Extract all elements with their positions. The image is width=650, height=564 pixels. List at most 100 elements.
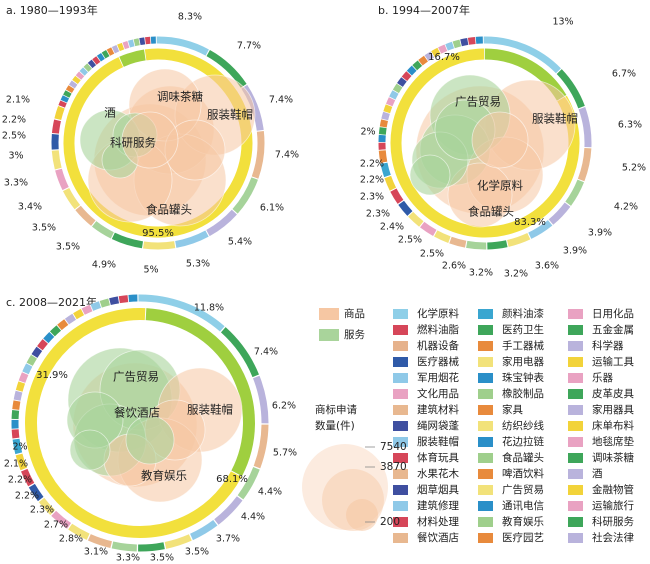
legend-category-swatch <box>478 469 493 479</box>
legend-category-label: 材料处理 <box>417 515 459 528</box>
bubble-label: 服装鞋帽 <box>207 108 253 122</box>
legend-category-label: 手工器械 <box>502 339 544 352</box>
inner-ring-services <box>145 308 255 477</box>
outer-ring-segment <box>381 111 390 121</box>
outer-ring-segment <box>128 39 135 48</box>
outer-ring-percent-label: 2.3% <box>366 209 390 220</box>
outer-ring-segment <box>38 497 56 515</box>
legend-category-swatch <box>478 453 493 463</box>
legend-category-label: 燃料油脂 <box>417 323 459 336</box>
outer-ring-percent-label: 2.4% <box>380 222 404 233</box>
outer-ring <box>378 36 592 250</box>
outer-ring-segment <box>54 106 65 121</box>
bubble-label: 广告贸易 <box>113 370 159 384</box>
legend-category-label: 军用烟花 <box>417 371 459 384</box>
legend-category-swatch <box>393 341 408 351</box>
outer-ring-segment <box>190 519 218 541</box>
outer-ring-segment <box>253 424 269 469</box>
legend-category-swatch <box>393 437 408 447</box>
outer-ring-segment <box>578 106 592 148</box>
outer-ring-percent-label: 3.3% <box>116 553 140 564</box>
outer-ring-percent-label: 5.2% <box>622 163 646 174</box>
outer-ring-segment <box>13 390 23 401</box>
outer-ring-segment <box>49 325 62 337</box>
legend-category-swatch <box>568 485 583 495</box>
outer-ring-segment <box>57 319 69 331</box>
legend-category-label: 家用电器 <box>502 355 544 368</box>
outer-ring-percent-label: 6.2% <box>272 401 296 412</box>
legend-category-label: 教育娱乐 <box>502 515 544 528</box>
outer-ring-percent-label: 2.2% <box>15 491 39 502</box>
outer-ring-percent-label: 7.7% <box>237 41 261 52</box>
outer-ring-segment <box>548 202 571 225</box>
outer-ring-percent-label: 3.6% <box>535 261 559 272</box>
outer-ring-percent-label: 3.7% <box>216 534 240 545</box>
outer-ring-segment <box>138 294 225 332</box>
legend-category-swatch <box>478 341 493 351</box>
outer-ring-percent-label: 2.2% <box>360 159 384 170</box>
bubble <box>447 162 513 228</box>
legend-category-swatch <box>393 485 408 495</box>
outer-ring-segment <box>397 77 407 87</box>
panel-title: c. 2008—2021年 <box>6 295 97 309</box>
outer-ring-segment <box>386 97 396 107</box>
bubble-label: 调味茶糖 <box>157 90 203 104</box>
legend-category-label: 橡胶制品 <box>502 387 544 400</box>
outer-ring-segment <box>164 534 192 549</box>
outer-ring-segment <box>139 37 146 46</box>
legend-category-swatch <box>393 517 408 527</box>
outer-ring-segment <box>118 295 129 304</box>
outer-ring-segment <box>92 56 101 65</box>
bubble-label: 食品罐头 <box>146 203 192 217</box>
legend-category-label: 医疗园艺 <box>502 531 544 544</box>
bubble-label: 酒 <box>104 106 116 120</box>
legend-category-swatch <box>393 357 408 367</box>
legend-category-swatch <box>568 389 583 399</box>
panel-title: a. 1980—1993年 <box>6 3 98 17</box>
outer-ring-segment <box>237 466 260 500</box>
legend-category-label: 颜料油漆 <box>502 307 544 320</box>
outer-ring-segment <box>11 429 20 439</box>
bubble <box>471 111 529 169</box>
outer-ring-segment <box>65 85 75 94</box>
outer-ring-segment <box>111 44 120 54</box>
outer-ring-segment <box>18 372 29 383</box>
legend-category-swatch <box>568 373 583 383</box>
outer-ring-segment <box>577 147 592 182</box>
legend-category-label: 医疗器械 <box>417 355 459 368</box>
outer-ring-segment <box>507 233 531 247</box>
outer-ring-percent-label: 5.4% <box>228 237 252 248</box>
legend-category-label: 酒 <box>592 467 603 480</box>
outer-ring-segment <box>72 75 81 85</box>
outer-ring-segment <box>75 205 96 226</box>
legend-category-label: 乐器 <box>592 372 613 384</box>
outer-ring-segment <box>483 36 561 74</box>
outer-ring-segment <box>460 38 469 47</box>
inner-ring <box>25 308 255 538</box>
legend-category-label: 机器设备 <box>417 339 459 352</box>
outer-ring-segment <box>206 209 237 237</box>
legend-category-label: 科学器 <box>592 339 624 352</box>
outer-ring-segment <box>109 296 120 306</box>
legend-category-label: 科研服务 <box>592 515 634 528</box>
outer-ring-segment <box>206 50 247 88</box>
outer-ring-segment <box>60 95 70 103</box>
outer-ring-percent-label: 4.2% <box>614 202 638 213</box>
legend-category-swatch <box>568 437 583 447</box>
outer-ring-segment <box>452 39 462 49</box>
outer-ring-segment <box>487 240 508 250</box>
legend-category-label: 烟草烟具 <box>417 483 459 496</box>
legend-category-swatch <box>568 357 583 367</box>
outer-ring-segment <box>96 52 105 62</box>
outer-ring-percent-label: 5% <box>143 265 158 276</box>
legend-category-swatch <box>393 501 408 511</box>
outer-ring-segment <box>379 119 388 128</box>
legend-category-swatch <box>478 485 493 495</box>
outer-ring-segment <box>99 298 110 308</box>
legend-category-label: 服装鞋帽 <box>417 435 459 448</box>
inner-ring-label: 16.7% <box>428 52 460 63</box>
outer-ring-segment <box>378 150 388 163</box>
outer-ring-segment <box>378 127 387 135</box>
legend-category-label: 家用器具 <box>592 403 634 416</box>
